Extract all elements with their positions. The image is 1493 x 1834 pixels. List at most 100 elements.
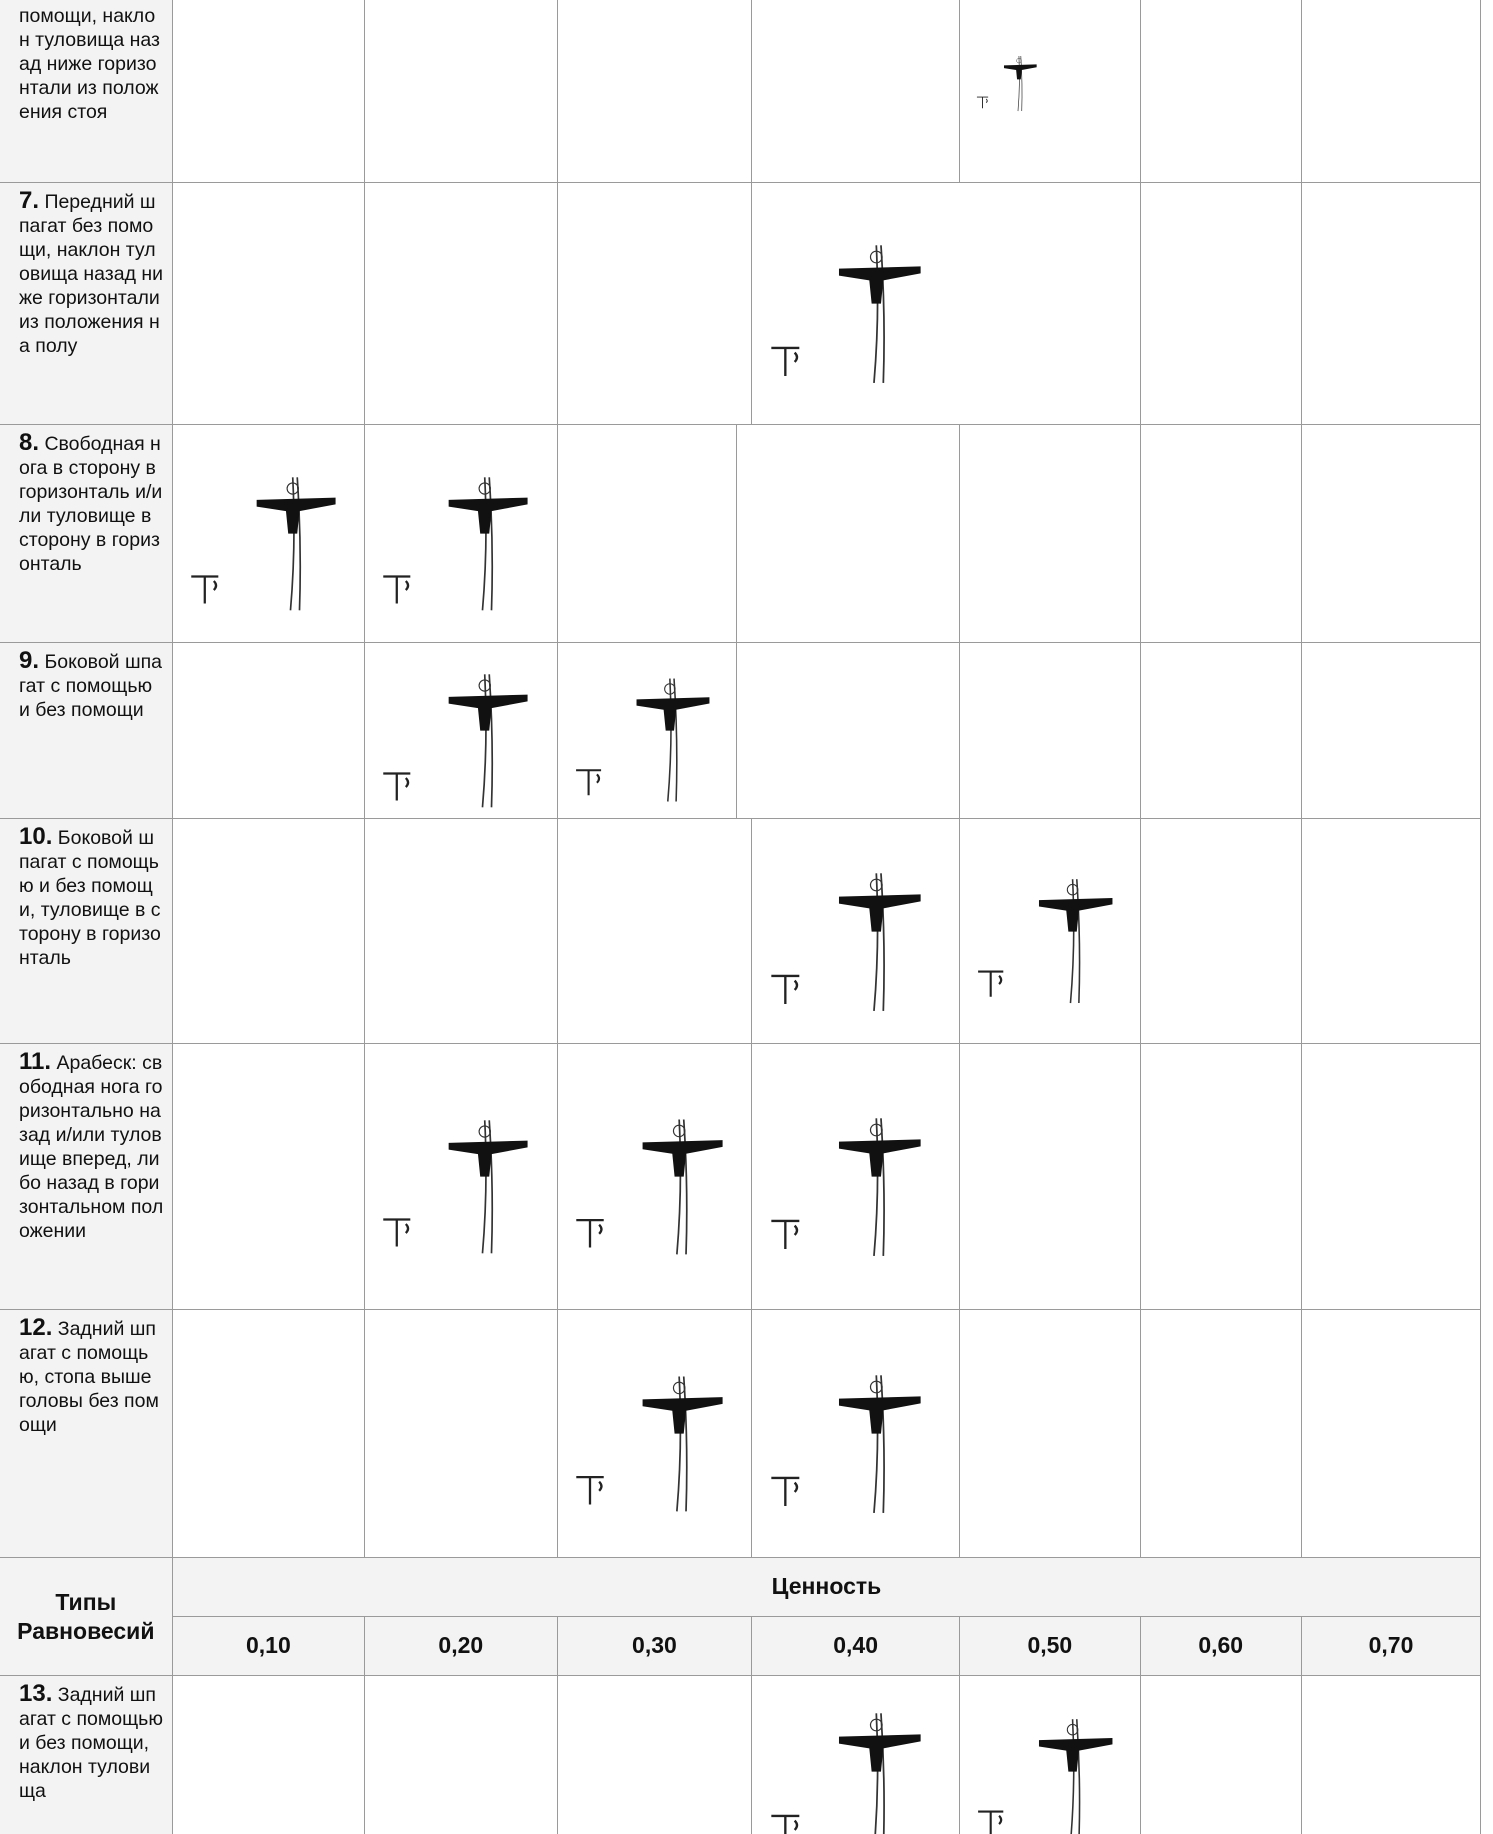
table-cell	[365, 1309, 558, 1559]
figure-icon	[576, 1376, 723, 1512]
figure-icon	[383, 674, 528, 808]
row-number: 12.	[19, 1313, 53, 1341]
row-label: помощи, наклон туловища назад ниже гориз…	[0, 0, 173, 184]
table-cell	[1140, 818, 1302, 1044]
table-cell	[959, 0, 1141, 184]
table-cell	[752, 1043, 960, 1310]
table-cell	[557, 1043, 753, 1310]
table-cell	[365, 1676, 558, 1834]
table-cell	[365, 424, 558, 643]
table-cell	[1301, 818, 1482, 1044]
table-cell	[365, 642, 558, 819]
row-number: 8.	[19, 428, 40, 456]
row-text: Задний шпагат с помощью, стопа выше голо…	[19, 1317, 159, 1436]
table-cell	[959, 642, 1141, 819]
table-cell	[737, 642, 960, 819]
table-cell	[752, 818, 960, 1044]
table-cell	[557, 183, 753, 425]
table-cell	[365, 1043, 558, 1310]
row-label: 8. Свободная нога в сторону в горизонтал…	[0, 424, 173, 643]
row-number: 13.	[19, 1680, 53, 1708]
figure-icon	[383, 1120, 528, 1254]
table-cell	[365, 183, 558, 425]
table-cell	[557, 818, 753, 1044]
figure-icon	[575, 678, 710, 802]
table-cell	[1140, 1309, 1302, 1559]
figure-icon	[383, 477, 528, 611]
row-text: помощи, наклон туловища назад ниже гориз…	[19, 4, 160, 123]
table-cell	[172, 0, 366, 184]
table-cell	[172, 642, 366, 819]
table-cell	[365, 818, 558, 1044]
table-cell	[1301, 183, 1482, 425]
table-cell	[737, 424, 960, 643]
table-cell	[172, 818, 366, 1044]
value-header: 0,60	[1140, 1616, 1302, 1677]
table-cell	[558, 1676, 753, 1834]
value-header: 0,40	[752, 1616, 960, 1677]
header-type: Типы Равновесий	[0, 1558, 173, 1677]
figure-icon	[977, 55, 1037, 112]
row-label: 10. Боковой шпагат с помощью и без помощ…	[0, 818, 173, 1044]
table-cell	[365, 0, 558, 184]
figure-icon	[978, 878, 1113, 1003]
figure-icon	[576, 1119, 723, 1255]
value-header: 0,30	[557, 1616, 753, 1677]
table-cell	[752, 183, 1141, 425]
row-label: 7. Передний шпагат без помощи, наклон ту…	[0, 183, 173, 425]
value-header: 0,10	[172, 1616, 366, 1677]
table-cell	[752, 1676, 960, 1834]
figure-icon	[770, 1118, 921, 1257]
row-text: Передний шпагат без помощи, наклон тулов…	[19, 191, 164, 358]
table-cell	[1140, 424, 1302, 643]
table-cell	[752, 1309, 960, 1559]
table-cell	[1301, 1043, 1482, 1310]
value-header: 0,20	[365, 1616, 558, 1677]
table-cell	[959, 1309, 1141, 1559]
table-cell	[172, 183, 366, 425]
figure-icon	[191, 477, 336, 611]
table-cell	[959, 818, 1141, 1044]
table-cell	[172, 424, 366, 643]
row-label: 11. Арабеск: свободная нога горизонтальн…	[0, 1043, 173, 1310]
figure-icon	[978, 1718, 1113, 1834]
table-cell	[1140, 0, 1302, 184]
table-cell	[172, 1309, 366, 1559]
table-cell	[172, 1043, 366, 1310]
row-text: Боковой шпагат с помощью и без помощи	[19, 650, 163, 721]
table-cell	[1301, 0, 1482, 184]
figure-icon	[770, 1712, 921, 1834]
table-cell	[173, 1676, 366, 1834]
row-number: 7.	[19, 187, 40, 215]
row-label: 12. Задний шпагат с помощью, стопа выше …	[0, 1309, 173, 1559]
row-label: 9. Боковой шпагат с помощью и без помощи	[0, 642, 173, 819]
figure-icon	[770, 1375, 921, 1514]
table-cell	[1301, 642, 1482, 819]
table-cell	[752, 0, 960, 184]
figure-icon	[770, 872, 921, 1011]
table-cell	[1140, 183, 1302, 425]
row-text: Свободная нога в сторону в горизонталь и…	[19, 432, 163, 575]
row-text: Арабеск: свободная нога горизонтально на…	[19, 1051, 164, 1242]
table-cell	[557, 0, 753, 184]
table-cell	[959, 424, 1141, 643]
header-value: Ценность	[172, 1558, 1482, 1617]
table-cell	[1141, 1676, 1302, 1834]
row-text: Задний шпагат с помощью и без помощи, на…	[19, 1684, 163, 1803]
value-header: 0,70	[1301, 1616, 1482, 1677]
table-cell	[1140, 642, 1302, 819]
row-label: 13. Задний шпагат с помощью и без помощи…	[0, 1676, 173, 1834]
table-cell	[959, 1043, 1141, 1310]
table-cell	[557, 424, 738, 643]
table-cell	[960, 1676, 1141, 1834]
value-header: 0,50	[959, 1616, 1141, 1677]
row-text: Боковой шпагат с помощью и без помощи, т…	[19, 826, 161, 969]
table-cell	[557, 1309, 753, 1559]
row-number: 10.	[19, 822, 53, 850]
table-cell	[1302, 1676, 1482, 1834]
table-cell	[557, 642, 738, 819]
row-number: 9.	[19, 646, 40, 674]
row-number: 11.	[19, 1047, 52, 1075]
figure-icon	[770, 245, 921, 384]
